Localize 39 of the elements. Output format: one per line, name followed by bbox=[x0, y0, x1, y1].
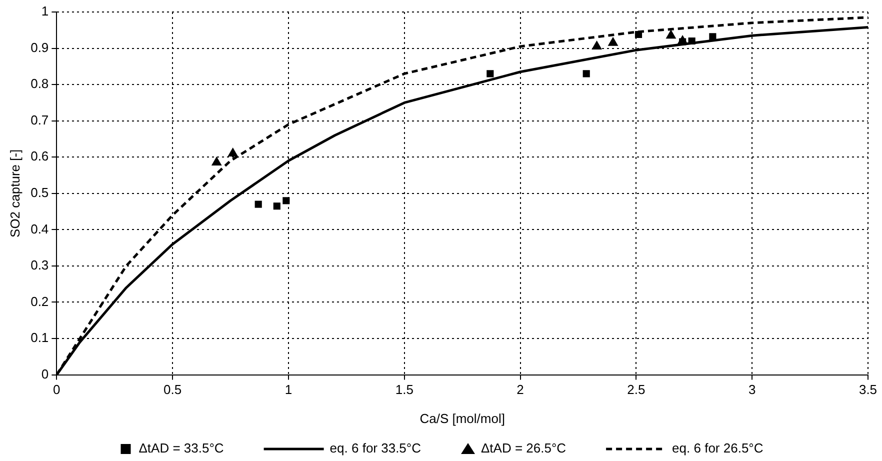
point bbox=[634, 30, 642, 38]
point bbox=[273, 202, 280, 210]
y-tick-label: 0.3 bbox=[30, 258, 49, 273]
x-tick-label: 3 bbox=[748, 382, 756, 398]
y-tick-label: 0.6 bbox=[30, 148, 49, 164]
point bbox=[228, 147, 238, 156]
y-tick-label: 0.9 bbox=[30, 40, 49, 55]
y-tick-label: 1 bbox=[41, 4, 49, 19]
point bbox=[486, 70, 494, 78]
point bbox=[709, 33, 716, 40]
point bbox=[211, 156, 222, 166]
y-tick-label: 0.4 bbox=[30, 221, 49, 236]
legend-label: ΔtAD = 33.5°C bbox=[138, 440, 224, 456]
point bbox=[592, 40, 602, 50]
point bbox=[582, 70, 590, 78]
point bbox=[679, 38, 686, 46]
x-tick-label: 1 bbox=[284, 382, 292, 398]
x-tick-label: 3.5 bbox=[858, 382, 878, 398]
y-tick-label: 0.7 bbox=[30, 112, 49, 128]
x-axis-title: Ca/S [mol/mol] bbox=[420, 410, 505, 426]
y-tick-label: 0.2 bbox=[30, 294, 49, 309]
point bbox=[282, 197, 290, 204]
y-axis-title: SO2 capture [-] bbox=[7, 149, 22, 238]
point bbox=[688, 37, 696, 45]
point bbox=[666, 30, 676, 39]
x-tick-label: 0 bbox=[53, 382, 60, 398]
x-tick-label: 1.5 bbox=[395, 382, 414, 398]
x-tick-label: 0.5 bbox=[164, 382, 182, 398]
point bbox=[254, 200, 262, 208]
y-tick-label: 0.8 bbox=[30, 76, 49, 92]
y-tick-label: 0.5 bbox=[30, 184, 49, 200]
legend-label: ΔtAD = 26.5°C bbox=[481, 440, 566, 456]
y-tick-label: 0 bbox=[41, 366, 49, 382]
legend-label: eq. 6 for 33.5°C bbox=[330, 440, 422, 456]
point bbox=[608, 36, 618, 46]
x-tick-label: 2.5 bbox=[627, 382, 646, 398]
x-tick-label: 2 bbox=[516, 382, 524, 398]
y-tick-label: 0.1 bbox=[30, 330, 49, 346]
legend-label: eq. 6 for 26.5°C bbox=[672, 440, 764, 456]
